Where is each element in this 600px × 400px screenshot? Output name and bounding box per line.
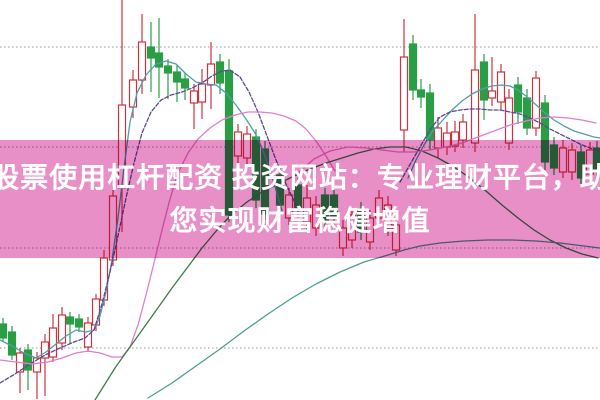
banner-title-line2: 您实现财富稳健增值 xyxy=(169,205,431,236)
promo-banner[interactable]: 股票使用杠杆配资 投资网站：专业理财平台，助 您实现财富稳健增值 xyxy=(0,140,600,258)
banner-overlay xyxy=(0,140,600,258)
banner-title-line1: 股票使用杠杆配资 投资网站：专业理财平台，助 xyxy=(0,162,600,193)
ma-mid-purple-left xyxy=(0,69,297,384)
ma-mid-purple-right xyxy=(399,108,600,183)
ma-short-teal-right xyxy=(407,84,600,179)
moving-average-lines xyxy=(0,60,600,400)
ma-trend-teal-long xyxy=(147,239,600,399)
ma-short-teal-left xyxy=(0,60,284,359)
